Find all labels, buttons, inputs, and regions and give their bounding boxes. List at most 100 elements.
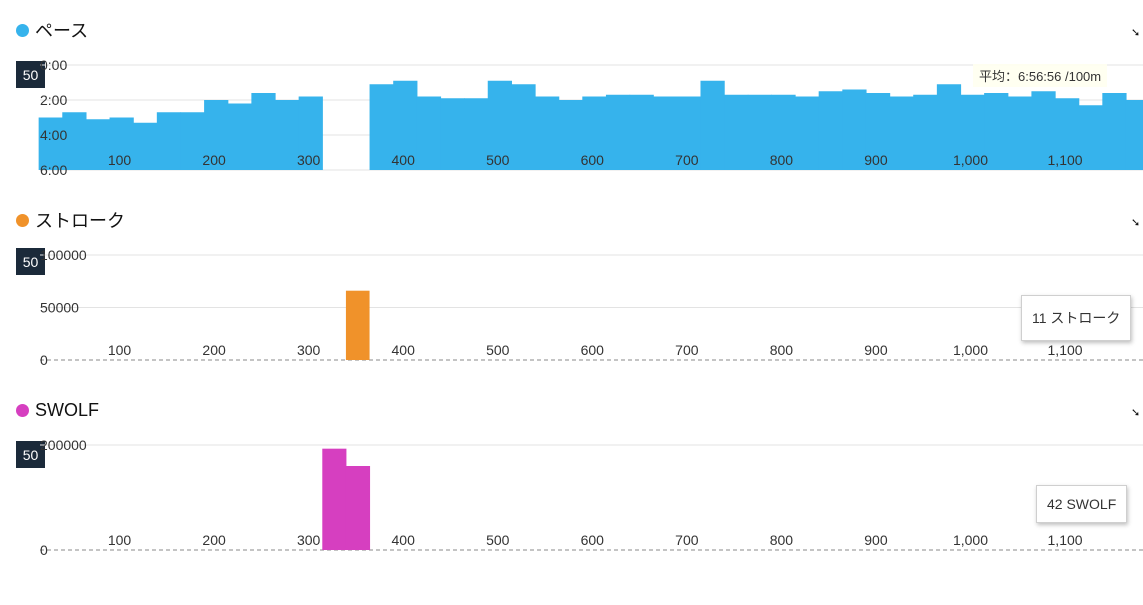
pace-y-tick-label: 4:00 xyxy=(40,127,67,143)
pace-bar xyxy=(889,96,914,170)
pace-bar xyxy=(109,117,134,170)
pace-title: ペース xyxy=(16,18,88,42)
stroke-title: ストローク xyxy=(16,208,125,232)
stroke-x-tick-label: 400 xyxy=(392,342,416,358)
pace-x-tick-label: 300 xyxy=(297,152,321,168)
pace-bar xyxy=(393,80,418,170)
pace-bar xyxy=(204,100,229,170)
pace-bar xyxy=(38,117,63,170)
pace-bar xyxy=(1055,98,1080,170)
pace-bar xyxy=(535,96,560,170)
pace-x-tick-label: 700 xyxy=(675,152,699,168)
swolf-x-tick-label: 900 xyxy=(864,532,888,548)
swolf-x-tick-label: 800 xyxy=(770,532,794,548)
pace-bar xyxy=(984,93,1009,170)
stroke-x-tick-label: 100 xyxy=(108,342,132,358)
pace-x-tick-label: 400 xyxy=(392,152,416,168)
pace-bar xyxy=(511,84,536,170)
swolf-x-tick-label: 700 xyxy=(675,532,699,548)
pace-x-tick-label: 900 xyxy=(864,152,888,168)
pace-bar xyxy=(1078,105,1103,170)
pace-x-tick-label: 200 xyxy=(202,152,226,168)
pace-bar xyxy=(842,89,867,170)
pace-bar xyxy=(156,112,182,170)
stroke-y-tick-label: 100000 xyxy=(40,247,87,263)
swolf-x-tick-label: 400 xyxy=(392,532,416,548)
swolf-bar xyxy=(322,448,347,550)
swolf-x-tick-label: 600 xyxy=(581,532,605,548)
pace-bar xyxy=(629,94,654,170)
pace-bar xyxy=(653,96,678,170)
stroke-x-tick-label: 600 xyxy=(581,342,605,358)
collapse-arrow-icon[interactable]: ➘ xyxy=(1131,217,1141,229)
pace-y-tick-label: 2:00 xyxy=(40,92,67,108)
pace-bar xyxy=(771,94,796,170)
stroke-x-tick-label: 300 xyxy=(297,342,321,358)
pace-y-tick-label: 6:00 xyxy=(40,162,67,178)
pace-y-tick-label: 0:00 xyxy=(40,57,67,73)
pace-bar xyxy=(795,96,820,170)
swolf-tooltip: 42 SWOLF xyxy=(1036,485,1128,523)
swolf-badge[interactable]: 50 xyxy=(16,441,45,468)
stroke-x-tick-label: 1,100 xyxy=(1048,342,1083,358)
swolf-x-tick-label: 500 xyxy=(486,532,510,548)
swolf-x-tick-label: 1,100 xyxy=(1048,532,1083,548)
pace-bar xyxy=(180,112,205,170)
pace-legend-dot xyxy=(16,23,29,37)
pace-bar xyxy=(487,80,512,170)
pace-panel: ペース ➘ 50 0:00 2:00 4:00 6:00 100 200 300 400 500… xyxy=(0,18,1143,178)
swolf-legend-dot xyxy=(16,403,29,417)
pace-x-tick-label: 1,000 xyxy=(953,152,988,168)
stroke-y-tick-label: 0 xyxy=(40,352,48,368)
pace-bar xyxy=(582,96,607,170)
pace-bar xyxy=(1031,91,1056,170)
pace-bar xyxy=(440,98,465,170)
stroke-badge[interactable]: 50 xyxy=(16,248,45,275)
pace-x-tick-label: 500 xyxy=(486,152,510,168)
pace-x-tick-label: 100 xyxy=(108,152,132,168)
swolf-bar xyxy=(345,466,371,550)
stroke-x-tick-label: 200 xyxy=(202,342,226,358)
pace-bar xyxy=(605,94,631,170)
pace-bar xyxy=(960,94,985,170)
pace-x-tick-label: 600 xyxy=(581,152,605,168)
pace-bar xyxy=(227,103,252,170)
pace-x-tick-label: 800 xyxy=(770,152,794,168)
stroke-x-tick-label: 900 xyxy=(864,342,888,358)
swolf-title-text: SWOLF xyxy=(35,399,100,420)
swolf-x-tick-label: 100 xyxy=(108,532,132,548)
pace-bar xyxy=(251,93,276,170)
swolf-chart: 200000 0 100 200 300 400 500 600 700 800 900 1,000 1… xyxy=(40,437,1143,558)
stroke-x-tick-label: 800 xyxy=(770,342,794,358)
stroke-title-text: ストローク xyxy=(35,211,125,231)
swolf-panel: SWOLF ➘ 50 200000 0 100 200 300 400 500 600 700 8… xyxy=(0,398,1143,558)
pace-average-label: 平均：6:56:56 /100m xyxy=(973,64,1108,87)
pace-bar xyxy=(818,91,843,170)
swolf-y-tick-label: 0 xyxy=(40,542,48,558)
pace-title-text: ペース xyxy=(35,21,89,41)
stroke-tooltip: 11 ストローク xyxy=(1021,295,1132,341)
stroke-x-tick-label: 700 xyxy=(675,342,699,358)
collapse-arrow-icon[interactable]: ➘ xyxy=(1131,407,1141,419)
stroke-bar xyxy=(345,290,370,360)
stroke-chart: 100000 50000 0 100 200 300 400 500 600 700 800 900 1… xyxy=(40,247,1143,368)
swolf-y-tick-label: 200000 xyxy=(40,437,87,453)
pace-bar xyxy=(865,93,891,170)
pace-bar xyxy=(464,98,489,170)
stroke-x-tick-label: 1,000 xyxy=(953,342,988,358)
pace-bar xyxy=(724,94,749,170)
pace-bar xyxy=(298,96,323,170)
pace-bar xyxy=(936,84,962,170)
pace-bar xyxy=(85,119,111,170)
swolf-x-tick-label: 1,000 xyxy=(953,532,988,548)
pace-x-tick-label: 1,100 xyxy=(1048,152,1083,168)
pace-bar xyxy=(1125,100,1143,170)
swolf-title: SWOLF xyxy=(16,398,99,422)
pace-bar xyxy=(416,96,442,170)
pace-bar xyxy=(558,100,583,170)
pace-bar xyxy=(275,100,300,170)
pace-bar xyxy=(747,94,772,170)
pace-bar xyxy=(62,112,87,170)
pace-bar xyxy=(1102,93,1127,170)
collapse-arrow-icon[interactable]: ➘ xyxy=(1131,27,1141,39)
